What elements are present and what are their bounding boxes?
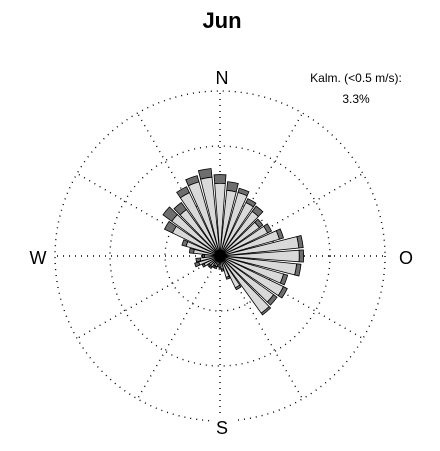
- calm-value: 3.3%: [342, 92, 370, 106]
- bar-inner-segment: [171, 225, 219, 256]
- label-north-background: [209, 66, 235, 90]
- direction-label-south: S: [216, 418, 228, 438]
- direction-label-west: W: [30, 248, 47, 268]
- grid-spoke: [76, 255, 221, 340]
- label-east-background: [393, 247, 419, 269]
- direction-label-east: O: [399, 248, 413, 268]
- label-south-background: [210, 417, 234, 439]
- wind-rose-bars: [162, 168, 305, 316]
- bar-inner-segment: [220, 201, 254, 255]
- grid-spoke: [136, 255, 221, 400]
- grid-ring: [54, 90, 386, 422]
- calm-label: Kalm. (<0.5 m/s):: [310, 71, 402, 85]
- grid-ring: [109, 145, 331, 367]
- bar-outer-segment: [213, 174, 227, 185]
- direction-label-north: N: [216, 68, 229, 88]
- center-hub: [217, 253, 223, 259]
- bar-inner-segment: [221, 256, 284, 297]
- bar-outer-segment: [298, 249, 305, 263]
- chart-title: Jun: [202, 8, 241, 33]
- label-west-background: [26, 247, 50, 269]
